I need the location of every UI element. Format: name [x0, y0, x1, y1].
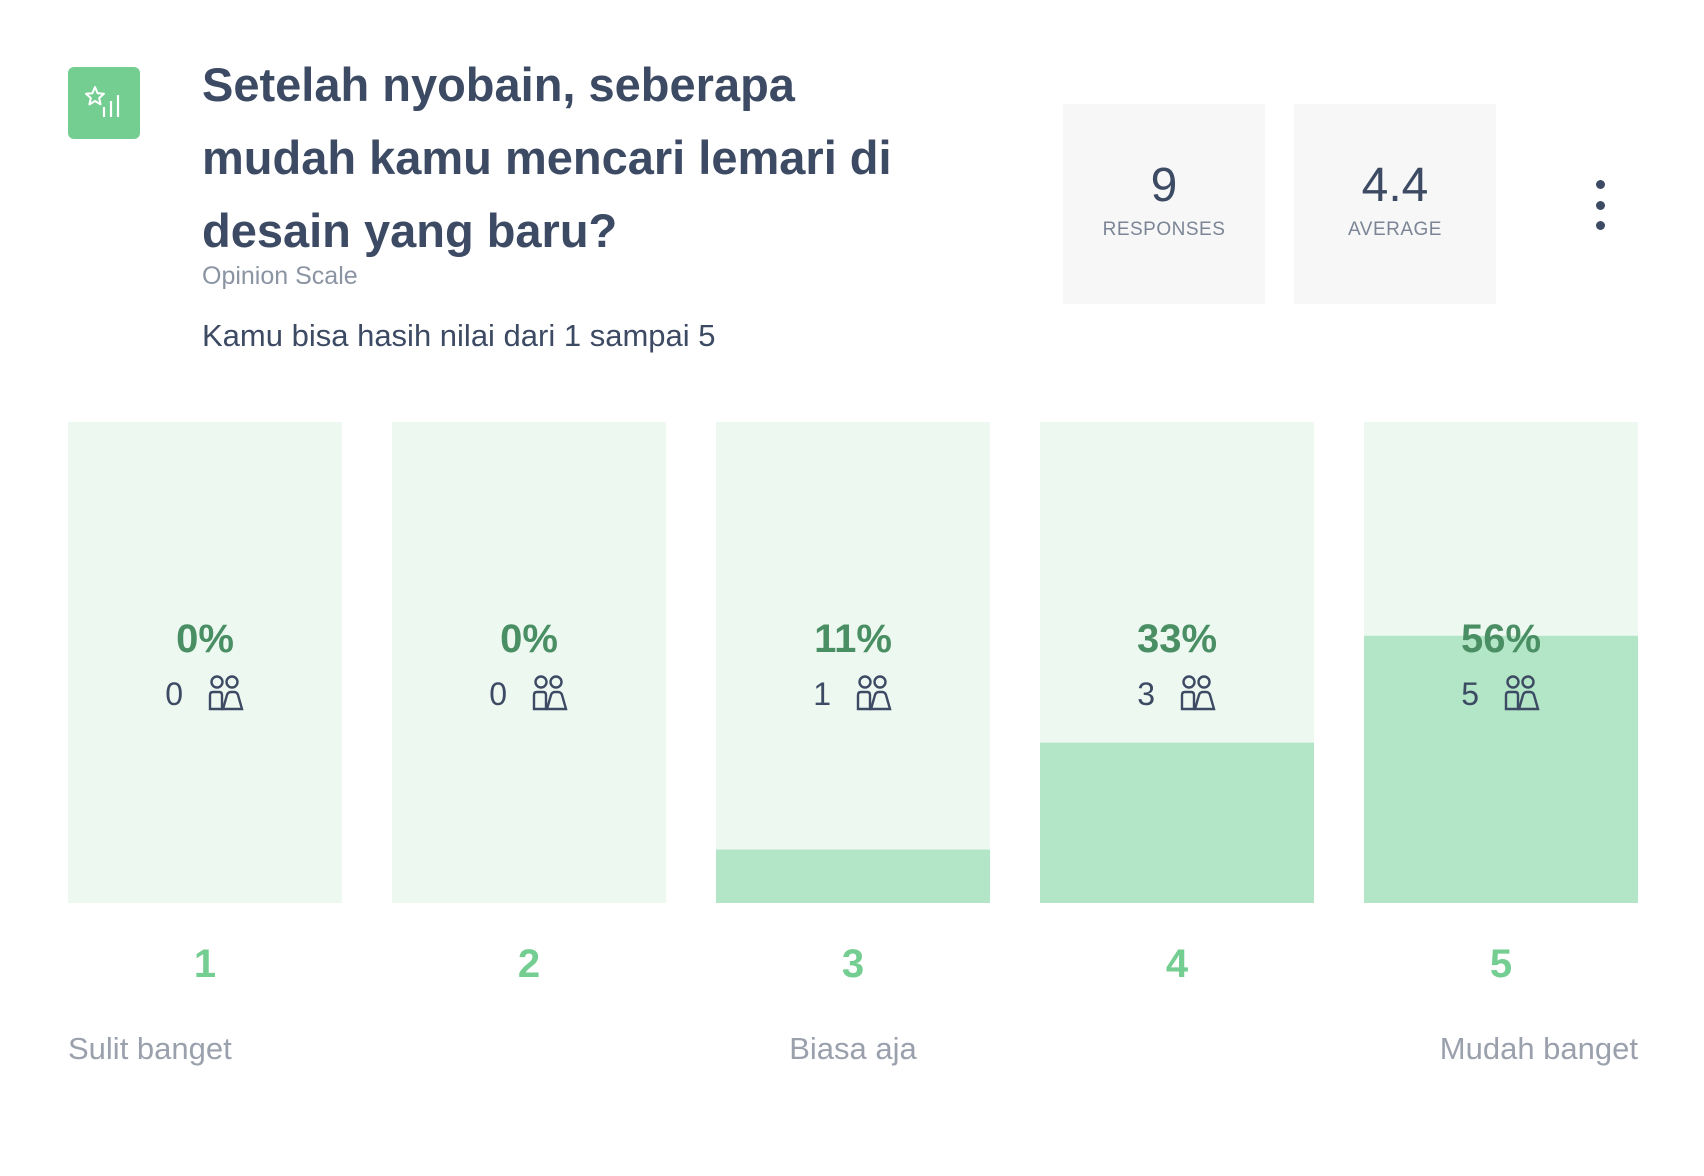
people-icon [532, 675, 568, 711]
more-vertical-icon [1595, 180, 1605, 189]
responses-label: RESPONSES [1102, 219, 1226, 240]
response-count-label: 3 [1137, 676, 1155, 712]
scale-label-max: Mudah banget [1440, 1031, 1639, 1066]
percent-label: 33% [1137, 617, 1217, 661]
responses-stat: 9 RESPONSES [1063, 104, 1265, 304]
scale-number[interactable]: 3 [842, 942, 864, 986]
bar [716, 849, 990, 903]
bar [1040, 742, 1314, 903]
response-count-label: 0 [489, 676, 507, 712]
percent-label: 56% [1461, 617, 1541, 661]
average-value: 4.4 [1361, 159, 1429, 212]
response-count-label: 0 [165, 676, 183, 712]
percent-label: 0% [500, 617, 558, 661]
responses-count: 9 [1150, 159, 1178, 212]
more-options-button[interactable] [1580, 180, 1620, 230]
scale-number[interactable]: 1 [194, 942, 216, 986]
opinion-scale-icon-badge [68, 67, 140, 139]
opinion-scale-icon [85, 86, 120, 117]
scale-label-mid: Biasa aja [789, 1031, 917, 1066]
question-type: Opinion Scale [202, 262, 358, 290]
people-icon [1180, 675, 1216, 711]
bar-track [716, 422, 990, 903]
response-count-label: 1 [813, 676, 831, 712]
people-icon [856, 675, 892, 711]
scale-number[interactable]: 5 [1490, 942, 1512, 986]
people-icon [208, 675, 244, 711]
more-vertical-icon-dot [1595, 200, 1605, 210]
scale-number[interactable]: 4 [1166, 942, 1189, 986]
percent-label: 0% [176, 617, 234, 661]
response-count-label: 5 [1461, 676, 1479, 712]
average-label: AVERAGE [1348, 219, 1442, 240]
question-description: Kamu bisa hasih nilai dari 1 sampai 5 [202, 318, 716, 353]
bar-track [392, 422, 666, 903]
scale-label-min: Sulit banget [68, 1031, 232, 1066]
bar-track [68, 422, 342, 903]
percent-label: 11% [814, 617, 892, 661]
people-icon [1504, 675, 1540, 711]
scale-number[interactable]: 2 [518, 942, 540, 986]
question-title: Setelah nyobain, seberapa mudah kamu men… [202, 58, 892, 257]
average-stat: 4.4 AVERAGE [1294, 104, 1496, 304]
bar [1364, 635, 1638, 903]
more-vertical-icon-dot [1595, 221, 1605, 230]
